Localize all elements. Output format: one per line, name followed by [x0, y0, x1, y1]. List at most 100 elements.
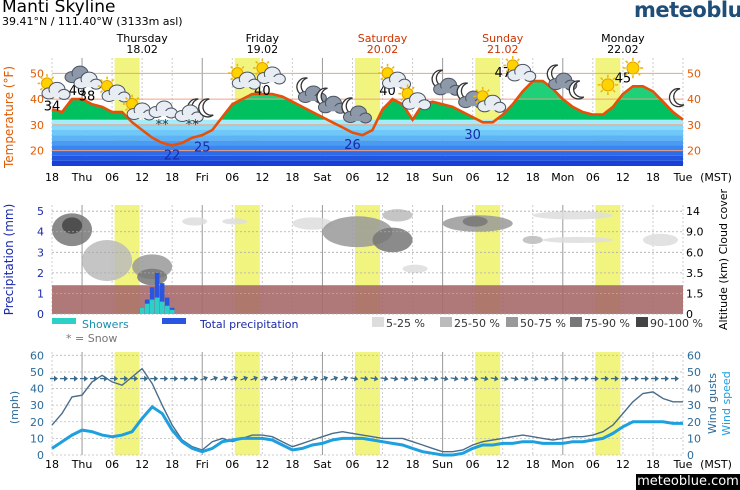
cloud-cover-patch	[382, 209, 413, 222]
sun-ray	[124, 108, 129, 112]
cloud-cover-patch	[222, 218, 248, 225]
day-name: Thursday	[116, 32, 169, 45]
wind-y-tick: 40	[30, 383, 44, 396]
wind-y2-tick: 0	[687, 449, 694, 462]
wind-direction-arrow	[210, 375, 219, 382]
wind-direction-arrow	[500, 375, 509, 382]
sun-ray	[99, 90, 103, 94]
wind-direction-arrow	[320, 375, 329, 382]
showers-bar	[144, 303, 150, 314]
showers-bar	[164, 305, 170, 314]
wind-direction-arrow	[540, 375, 549, 382]
sun-ray	[266, 60, 270, 64]
cloud-cover-patch	[642, 233, 678, 247]
cloud-base	[386, 82, 406, 88]
cloud-cover-label: 25-50 %	[454, 317, 500, 330]
wind-direction-arrow	[130, 375, 139, 382]
arrow-head	[124, 375, 129, 382]
cloud-icon	[101, 84, 131, 103]
arrow-head	[414, 375, 419, 382]
timezone-label: (MST)	[700, 171, 732, 184]
wind-y-tick: 60	[30, 349, 44, 362]
sun-ray	[486, 89, 490, 93]
cloud-cover-patch	[62, 217, 83, 234]
wind-time-tick-label: Thu	[71, 458, 93, 471]
wind-direction-arrow	[350, 375, 359, 382]
wind-y-tick: 50	[30, 366, 44, 379]
arrow-head	[164, 375, 169, 382]
showers-swatch	[52, 318, 76, 324]
day-name: Monday	[601, 32, 645, 45]
wind-direction-arrow	[460, 375, 469, 382]
cloud-base	[437, 88, 457, 94]
wind-direction-arrow	[430, 375, 439, 382]
wind-time-tick-label: 12	[135, 458, 149, 471]
sun-ray	[612, 77, 616, 81]
wind-direction-arrow	[300, 375, 309, 382]
cloud-icon	[174, 104, 204, 123]
temp-time-tick-label: Sat	[313, 171, 332, 184]
day-date: 18.02	[126, 43, 158, 56]
temp-value-label: 34	[44, 100, 61, 115]
cloud-cover-patch	[292, 217, 333, 230]
arrow-head	[574, 375, 579, 382]
wind-direction-arrow	[70, 375, 79, 382]
wind-y2-tick: 30	[687, 399, 701, 412]
wind-direction-arrow	[480, 375, 489, 382]
cloud-icon	[148, 100, 178, 119]
cloud-icon	[41, 81, 71, 100]
arrow-head	[524, 375, 529, 382]
arrow-head	[554, 375, 559, 382]
cloud-cover-label: 5-25 %	[386, 317, 425, 330]
sun-ray	[411, 86, 415, 90]
sun-ray	[255, 72, 259, 76]
arrow-head	[144, 375, 149, 382]
weather-icon-moon	[668, 87, 685, 108]
sun-ray	[39, 76, 43, 80]
meteoblue-logo[interactable]: meteoblue	[634, 0, 740, 22]
cloud-base	[179, 115, 199, 120]
temp-time-tick-label: 18	[646, 171, 660, 184]
temp-value-label: 45	[615, 71, 632, 86]
wind-axis-label: (mph)	[8, 391, 21, 424]
wind-y2-tick: 10	[687, 432, 701, 445]
cloud-base	[406, 102, 426, 108]
temp-cold-band	[52, 160, 683, 166]
wind-direction-arrow	[260, 375, 269, 382]
sun-ray	[400, 86, 404, 90]
temp-time-tick-label: Mon	[551, 171, 574, 184]
page-title: Manti Skyline	[2, 0, 116, 17]
arrow-head	[404, 375, 409, 382]
cloud-cover-patch	[137, 268, 168, 286]
sun-ray	[51, 76, 55, 80]
wind-direction-arrow	[140, 375, 149, 382]
arrow-head	[333, 375, 339, 382]
wind-direction-arrow	[420, 375, 429, 382]
sun-ray	[380, 77, 384, 81]
wind-direction-arrow	[630, 375, 639, 382]
wind-direction-arrow	[410, 375, 419, 382]
wind-direction-arrow	[170, 375, 179, 382]
altitude-tick: 1.5	[686, 287, 704, 300]
arrow-head	[464, 375, 469, 382]
footer-link[interactable]: meteoblue.com	[636, 474, 740, 490]
wind-y2-tick: 40	[687, 383, 701, 396]
arrow-head	[494, 375, 499, 382]
wind-time-tick-label: 12	[376, 458, 390, 471]
arrow-head	[604, 375, 609, 382]
wind-direction-arrow	[280, 375, 289, 382]
wind-direction-arrow	[590, 375, 599, 382]
cloud-base	[46, 92, 65, 98]
arrow-head	[544, 375, 549, 382]
sun-ray	[600, 89, 604, 93]
wind-time-tick-label: 18	[165, 458, 179, 471]
wind-y2-tick: 60	[687, 349, 701, 362]
weather-icon-moon	[198, 98, 214, 118]
weather-icon-cloud	[64, 65, 103, 90]
temp-cold-band	[52, 135, 683, 141]
wind-direction-arrow	[450, 375, 459, 382]
moon-icon	[198, 98, 214, 118]
moon-icon	[568, 80, 585, 100]
arrow-head	[424, 375, 429, 382]
weather-icon-sun-cloud	[37, 74, 71, 100]
